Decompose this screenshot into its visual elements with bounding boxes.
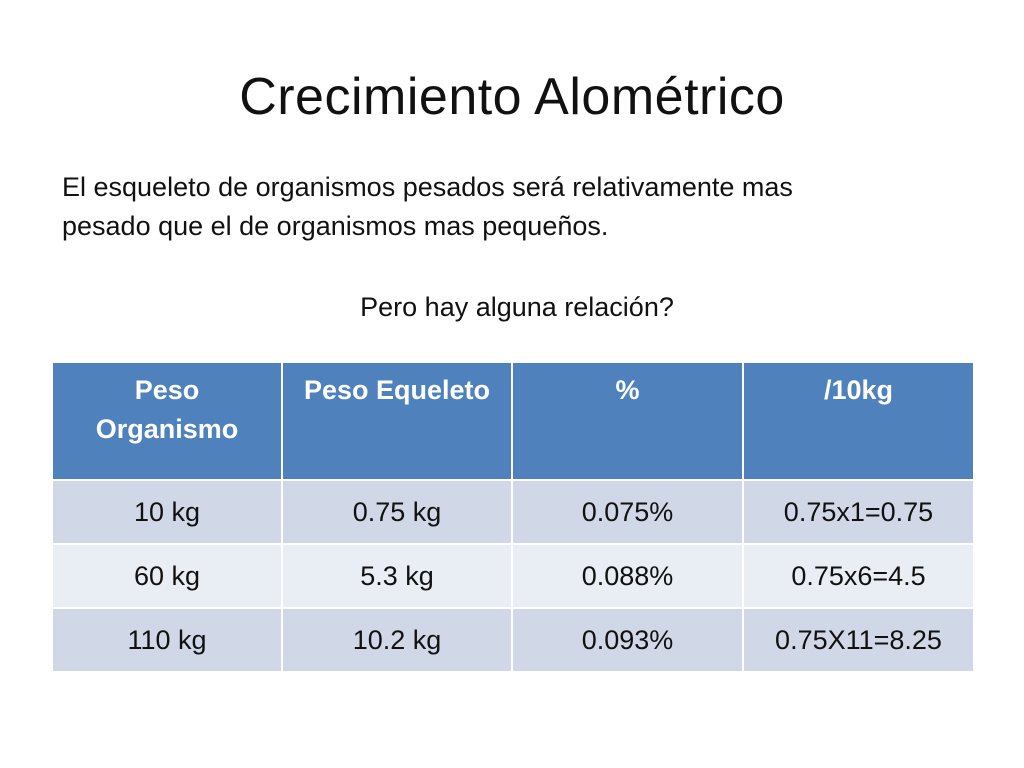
cell-percent: 0.075% (511, 479, 744, 545)
table-row: 60 kg 5.3 kg 0.088% 0.75x6=4.5 (51, 543, 975, 609)
body-text-line-1: El esqueleto de organismos pesados será … (62, 172, 793, 202)
header-peso-organismo-line-1: Peso (134, 375, 200, 405)
cell-peso-esqueleto: 10.2 kg (281, 607, 513, 673)
header-peso-organismo: Peso Organismo (51, 361, 283, 481)
allometric-data-table: Peso Organismo Peso Equeleto % /10kg 10 … (51, 361, 975, 673)
header-peso-organismo-line-2: Organismo (95, 414, 239, 444)
header-percent: % (511, 361, 744, 481)
cell-peso-organismo: 10 kg (51, 479, 283, 545)
cell-percent: 0.093% (511, 607, 744, 673)
cell-per-10kg: 0.75x6=4.5 (742, 543, 975, 609)
body-text-line-2: pesado que el de organismos mas pequeños… (62, 211, 609, 241)
slide-title: Crecimiento Alométrico (239, 68, 785, 126)
table-row: 10 kg 0.75 kg 0.075% 0.75x1=0.75 (51, 479, 975, 545)
header-peso-esqueleto: Peso Equeleto (281, 361, 513, 481)
cell-peso-organismo: 110 kg (51, 607, 283, 673)
cell-per-10kg: 0.75X11=8.25 (742, 607, 975, 673)
header-per-10kg: /10kg (742, 361, 975, 481)
table-row: 110 kg 10.2 kg 0.093% 0.75X11=8.25 (51, 607, 975, 673)
cell-percent: 0.088% (511, 543, 744, 609)
cell-peso-esqueleto: 0.75 kg (281, 479, 513, 545)
cell-peso-organismo: 60 kg (51, 543, 283, 609)
table-header-row: Peso Organismo Peso Equeleto % /10kg (51, 361, 975, 481)
cell-peso-esqueleto: 5.3 kg (281, 543, 513, 609)
body-text: El esqueleto de organismos pesados será … (62, 168, 962, 246)
question-text: Pero hay alguna relación? (360, 292, 674, 322)
cell-per-10kg: 0.75x1=0.75 (742, 479, 975, 545)
